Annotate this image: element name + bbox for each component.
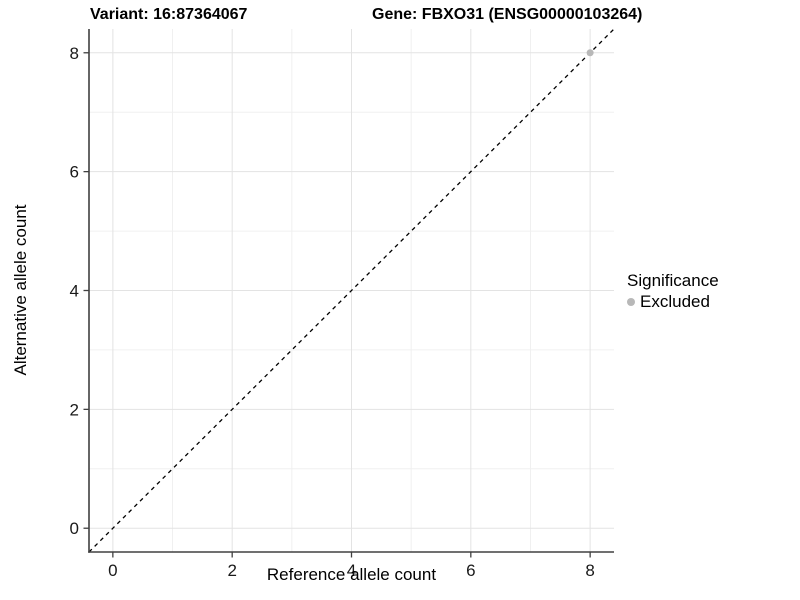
x-axis-title: Reference allele count [266, 565, 437, 584]
y-tick-label: 6 [70, 163, 79, 182]
legend-title: Significance [627, 271, 719, 290]
identity-line [88, 28, 615, 553]
x-tick-label: 0 [108, 561, 117, 580]
x-tick-label: 8 [585, 561, 594, 580]
y-axis-title: Alternative allele count [11, 204, 30, 376]
legend-item-excluded: Excluded [627, 292, 719, 312]
y-tick-label: 4 [70, 282, 79, 301]
plot-title-variant: Variant: 16:87364067 [90, 6, 248, 23]
y-tick-label: 2 [70, 400, 79, 419]
x-tick-label: 6 [466, 561, 475, 580]
x-tick-label: 4 [347, 561, 356, 580]
legend-item-label: Excluded [640, 292, 710, 311]
data-point-excluded [586, 49, 594, 57]
y-tick-label: 8 [70, 44, 79, 63]
plot-title-gene: Gene: FBXO31 (ENSG00000103264) [372, 6, 643, 23]
legend-point-icon [627, 298, 635, 306]
x-tick-label: 2 [227, 561, 236, 580]
legend: Significance Excluded [627, 271, 719, 312]
y-tick-label: 0 [70, 519, 79, 538]
